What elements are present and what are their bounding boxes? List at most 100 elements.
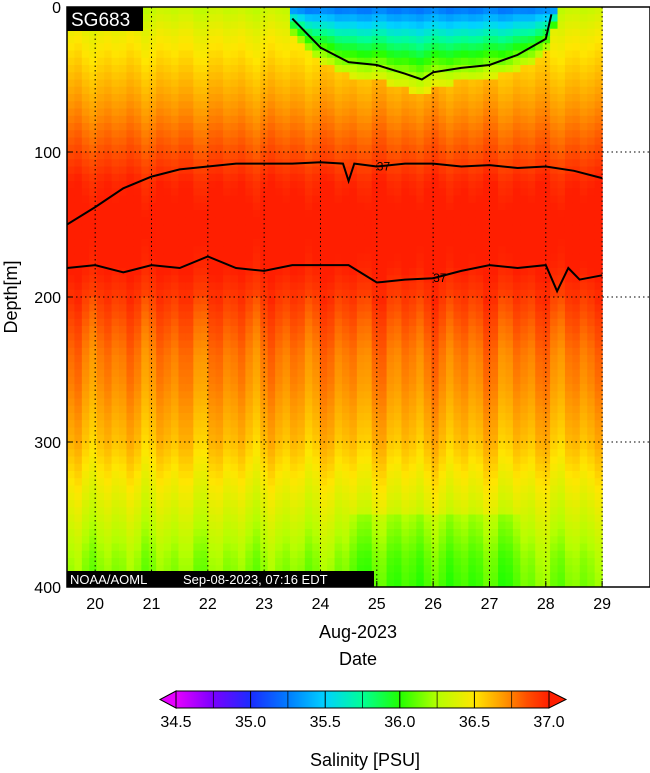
heatmap-cell (74, 210, 83, 218)
heatmap-cell (104, 507, 113, 516)
heatmap-cell (416, 340, 425, 349)
heatmap-cell (111, 304, 120, 313)
heatmap-cell (111, 217, 120, 226)
heatmap-cell (364, 449, 373, 458)
heatmap-cell (111, 398, 120, 407)
heatmap-cell (230, 362, 239, 371)
heatmap-cell (520, 362, 529, 371)
heatmap-cell (267, 492, 276, 501)
heatmap-cell (364, 304, 373, 313)
heatmap-cell (386, 521, 395, 530)
heatmap-cell (520, 7, 529, 15)
heatmap-cell (490, 101, 499, 110)
heatmap-cell (423, 333, 432, 342)
heatmap-cell (505, 347, 514, 356)
heatmap-cell (520, 14, 529, 23)
heatmap-cell (364, 79, 373, 88)
heatmap-cell (438, 86, 447, 95)
heatmap-cell (148, 550, 157, 559)
heatmap-cell (349, 181, 358, 189)
heatmap-cell (126, 159, 135, 168)
heatmap-cell (148, 152, 157, 160)
heatmap-cell (260, 217, 269, 226)
heatmap-cell (141, 94, 150, 102)
heatmap-cell (96, 159, 105, 168)
heatmap-cell (312, 246, 321, 255)
heatmap-cell (215, 65, 224, 73)
heatmap-cell (185, 376, 194, 385)
heatmap-cell (96, 405, 105, 414)
heatmap-cell (356, 558, 365, 566)
heatmap-cell (200, 173, 209, 182)
heatmap-cell (364, 478, 373, 487)
heatmap-cell (379, 362, 388, 371)
heatmap-cell (230, 79, 239, 88)
heatmap-cell (498, 500, 507, 508)
heatmap-cell (490, 224, 499, 233)
heatmap-cell (498, 362, 507, 371)
heatmap-cell (475, 536, 484, 545)
heatmap-cell (81, 130, 90, 139)
heatmap-cell (178, 529, 187, 537)
heatmap-cell (319, 318, 328, 327)
heatmap-cell (104, 289, 113, 298)
heatmap-cell (119, 434, 128, 443)
heatmap-cell (498, 181, 507, 189)
heatmap-cell (379, 347, 388, 356)
heatmap-cell (460, 318, 469, 327)
heatmap-cell (379, 514, 388, 523)
heatmap-cell (89, 347, 98, 356)
heatmap-cell (237, 108, 246, 117)
heatmap-cell (460, 572, 469, 581)
heatmap-cell (74, 463, 83, 472)
heatmap-cell (148, 57, 157, 66)
heatmap-cell (223, 275, 232, 284)
heatmap-cell (178, 543, 187, 552)
heatmap-cell (119, 72, 128, 81)
heatmap-cell (401, 492, 410, 501)
heatmap-cell (453, 210, 462, 218)
heatmap-cell (319, 297, 328, 305)
heatmap-cell (119, 398, 128, 407)
heatmap-cell (193, 492, 202, 501)
heatmap-cell (475, 181, 484, 189)
heatmap-cell (208, 398, 217, 407)
heatmap-cell (319, 326, 328, 334)
heatmap-cell (81, 57, 90, 66)
heatmap-cell (215, 253, 224, 262)
heatmap-cell (111, 86, 120, 95)
heatmap-cell (119, 115, 128, 124)
heatmap-cell (505, 398, 514, 407)
heatmap-cell (483, 333, 492, 342)
heatmap-cell (416, 65, 425, 73)
heatmap-cell (304, 521, 313, 530)
heatmap-cell (289, 304, 298, 313)
heatmap-cell (512, 500, 521, 508)
heatmap-cell (260, 456, 269, 465)
heatmap-cell (81, 152, 90, 160)
heatmap-cell (349, 289, 358, 298)
heatmap-cell (215, 246, 224, 255)
heatmap-cell (490, 188, 499, 197)
heatmap-cell (520, 391, 529, 400)
heatmap-cell (341, 304, 351, 313)
heatmap-cell (260, 14, 269, 23)
heatmap-cell (156, 21, 165, 30)
heatmap-cell (156, 181, 165, 189)
heatmap-cell (185, 347, 194, 356)
heatmap-cell (453, 173, 462, 182)
heatmap-cell (133, 65, 142, 73)
heatmap-cell (319, 543, 328, 552)
heatmap-cell (431, 492, 440, 501)
heatmap-cell (304, 268, 313, 276)
heatmap-cell (223, 565, 232, 574)
heatmap-cell (527, 260, 536, 269)
heatmap-cell (230, 558, 239, 566)
heatmap-cell (505, 28, 514, 37)
heatmap-cell (446, 130, 455, 139)
heatmap-cell (438, 384, 447, 392)
heatmap-cell (282, 398, 291, 407)
heatmap-cell (215, 123, 224, 131)
heatmap-cell (111, 224, 120, 233)
heatmap-cell (267, 195, 276, 204)
